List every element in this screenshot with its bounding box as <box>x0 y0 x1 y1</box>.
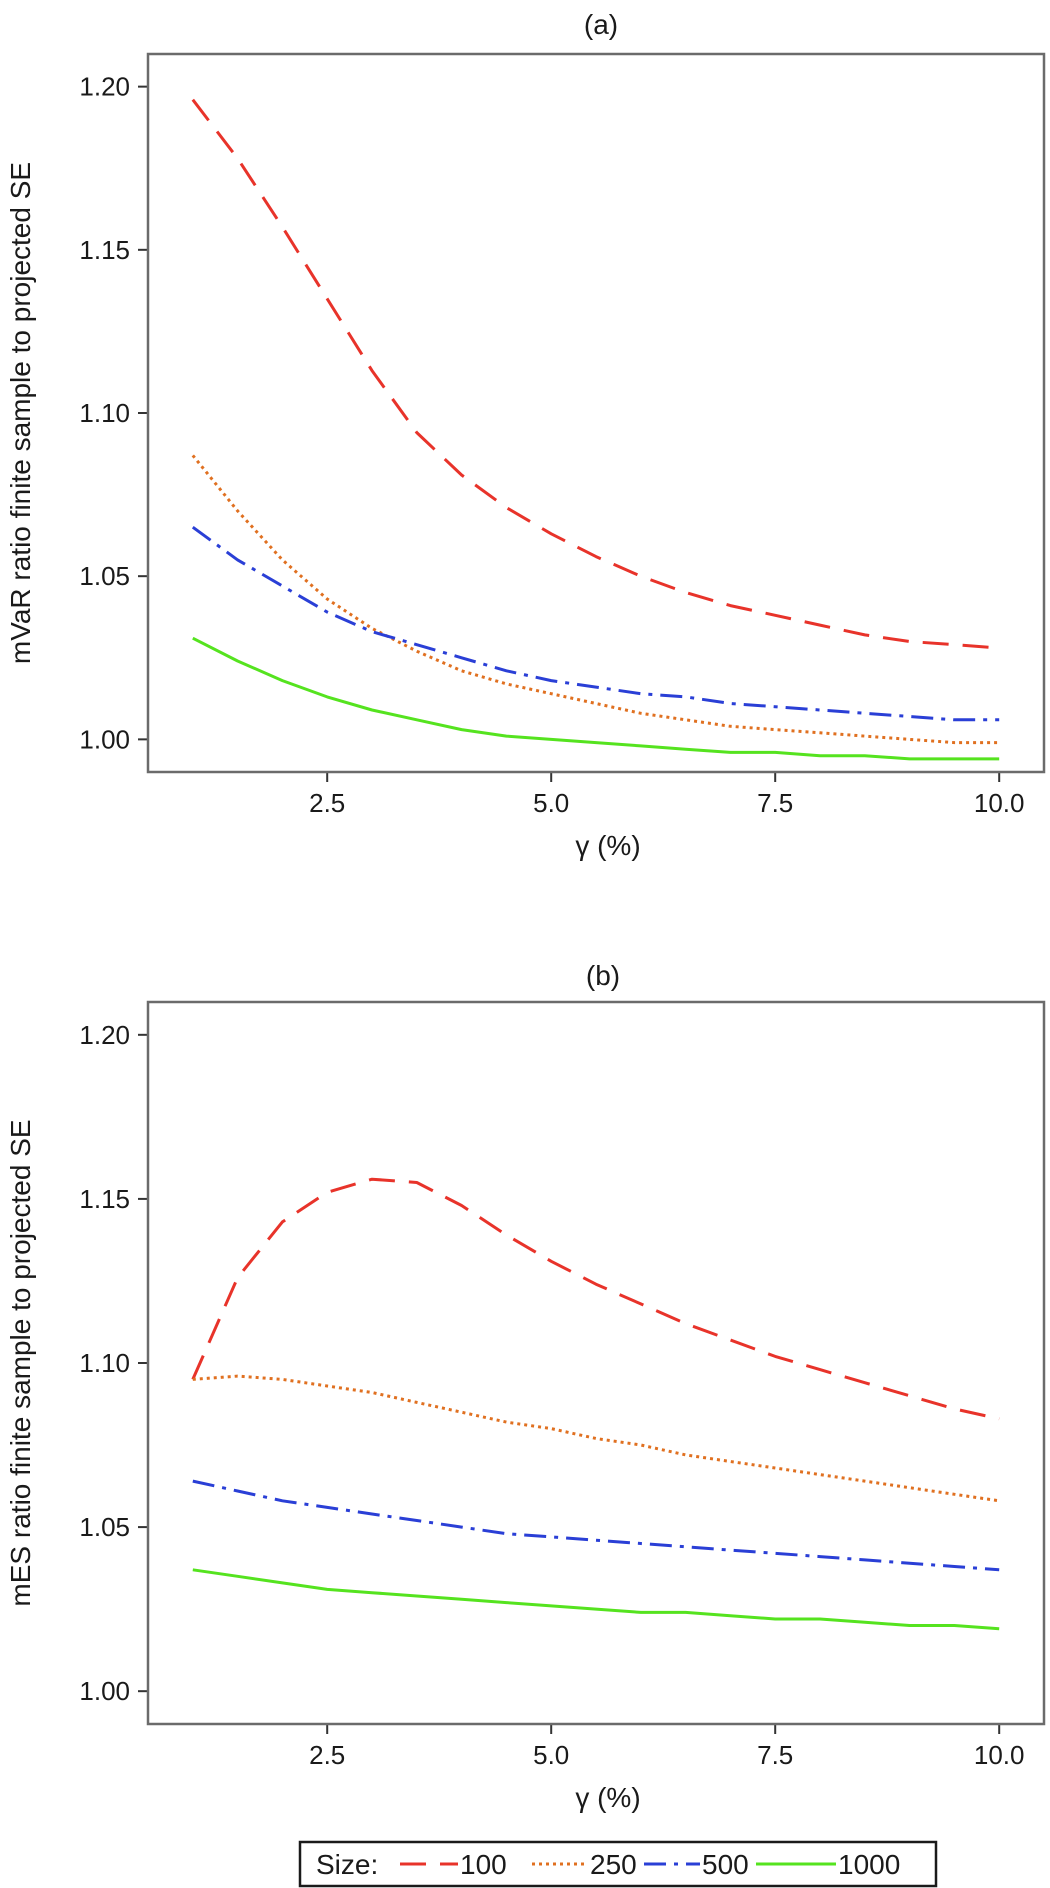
panel-a-ytick-label: 1.05 <box>79 561 130 591</box>
panel-a-series-500 <box>191 525 1000 722</box>
panel-a-xtick-label: 10.0 <box>974 788 1025 818</box>
panel-a-plot-area <box>146 52 1046 774</box>
panel-a-series-100 <box>191 98 1000 650</box>
panel-a-xlabel: γ (%) <box>575 830 640 861</box>
panel-b-plot-area <box>146 1000 1046 1726</box>
legend-label-1000: 1000 <box>838 1849 900 1880</box>
panel-b-series-100 <box>191 1177 1000 1421</box>
panel-a-ytick-label: 1.20 <box>79 72 130 102</box>
panel-b-ytick-label: 1.05 <box>79 1512 130 1542</box>
panel-b-xtick-label: 2.5 <box>309 1740 345 1770</box>
panel-a-xtick-label: 7.5 <box>757 788 793 818</box>
panel-a-series-1000 <box>192 636 1000 761</box>
panel-b-xtick-label: 5.0 <box>533 1740 569 1770</box>
panel-a: (a) 2.5 5.0 7.5 10.0 1.00 1.05 1.10 1.15 1.20 γ … <box>5 9 1046 861</box>
panel-b-series-250 <box>192 1374 1000 1503</box>
panel-a-series-250 <box>191 454 1000 745</box>
legend-label-500: 500 <box>702 1849 749 1880</box>
panel-a-ytick-label: 1.10 <box>79 398 130 428</box>
panel-b-xlabel: γ (%) <box>575 1782 640 1813</box>
legend: Size: 100 250 500 1000 <box>298 1840 938 1888</box>
panel-a-xtick-label: 5.0 <box>533 788 569 818</box>
legend-label-250: 250 <box>590 1849 637 1880</box>
legend-label-100: 100 <box>460 1849 507 1880</box>
legend-title: Size: <box>316 1849 378 1880</box>
panel-a-title: (a) <box>584 9 618 40</box>
panel-b-series-1000 <box>192 1568 1000 1631</box>
panel-b-ytick-label: 1.00 <box>79 1676 130 1706</box>
panel-b-ytick-label: 1.10 <box>79 1348 130 1378</box>
panel-a-ylabel: mVaR ratio finite sample to projected SE <box>5 162 36 664</box>
panel-b-ytick-label: 1.20 <box>79 1020 130 1050</box>
panel-a-ytick-label: 1.15 <box>79 235 130 265</box>
panel-b-xtick-label: 7.5 <box>757 1740 793 1770</box>
panel-b-series-500 <box>192 1479 1000 1572</box>
panel-b: (b) 2.5 5.0 7.5 10.0 1.00 1.05 1.10 1.15 1.20 γ … <box>5 960 1046 1813</box>
panel-a-ytick-label: 1.00 <box>79 724 130 754</box>
panel-b-ylabel: mES ratio finite sample to projected SE <box>5 1119 36 1606</box>
panel-a-xtick-label: 2.5 <box>309 788 345 818</box>
panel-b-xtick-label: 10.0 <box>974 1740 1025 1770</box>
panel-b-title: (b) <box>586 960 620 991</box>
panel-b-ytick-label: 1.15 <box>79 1184 130 1214</box>
